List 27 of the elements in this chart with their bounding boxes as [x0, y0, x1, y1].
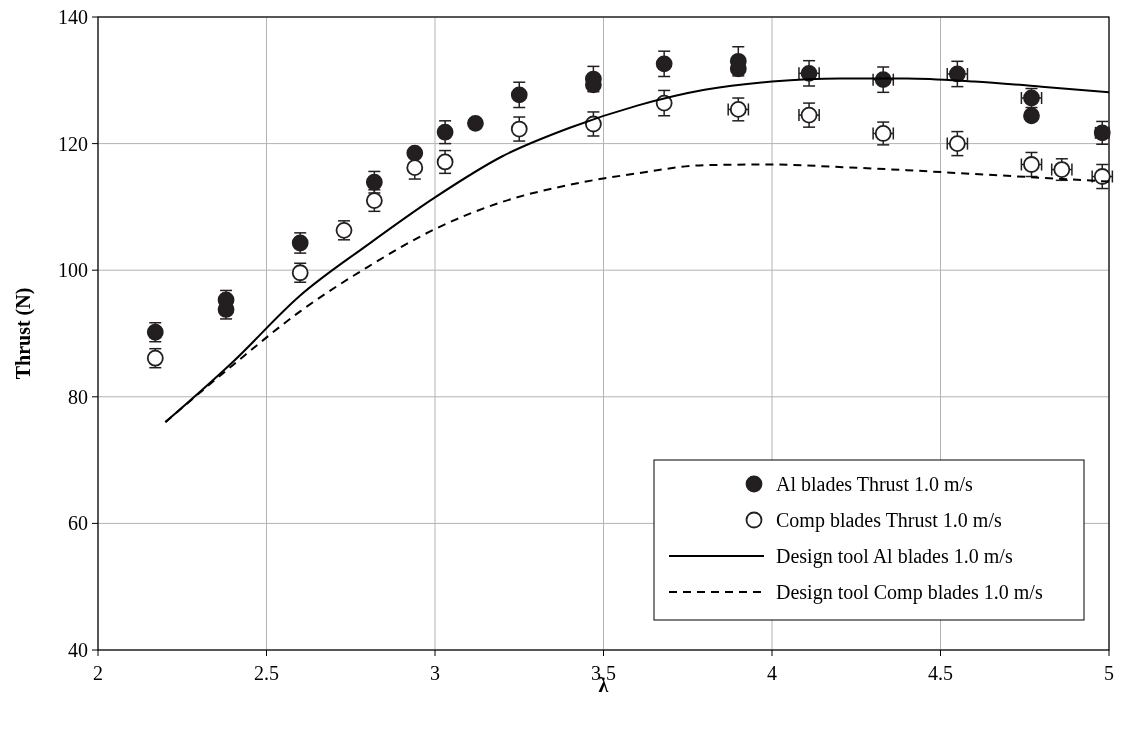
- point: [436, 153, 454, 171]
- y-tick-label: 100: [58, 259, 88, 282]
- x-tick-label: 4.5: [928, 662, 953, 684]
- x-tick-label: 2.5: [254, 662, 279, 684]
- x-tick-label: 2: [93, 662, 103, 684]
- y-tick-label: 60: [68, 512, 88, 535]
- y-tick-label: 40: [68, 639, 88, 661]
- legend-label: Design tool Al blades 1.0 m/s: [776, 545, 1013, 568]
- point: [365, 192, 383, 209]
- point: [510, 86, 528, 104]
- point: [467, 114, 484, 132]
- y-tick-label: 120: [58, 132, 88, 155]
- x-tick-label: 5: [1104, 662, 1114, 684]
- x-tick-label: 3: [430, 662, 440, 684]
- point: [406, 159, 424, 177]
- y-tick-label: 80: [68, 385, 88, 408]
- point: [510, 120, 528, 138]
- legend-label: Design tool Comp blades 1.0 m/s: [776, 581, 1043, 604]
- point: [1023, 107, 1040, 125]
- point: [436, 123, 454, 141]
- point: [406, 144, 424, 162]
- point: [655, 55, 673, 73]
- x-tick-label: 4: [767, 662, 777, 684]
- y-axis-title: Thrust (N): [12, 287, 35, 380]
- legend-label: Al blades Thrust 1.0 m/s: [776, 473, 974, 495]
- legend-label: Comp blades Thrust 1.0 m/s: [776, 509, 1002, 532]
- y-tick-label: 140: [58, 6, 88, 28]
